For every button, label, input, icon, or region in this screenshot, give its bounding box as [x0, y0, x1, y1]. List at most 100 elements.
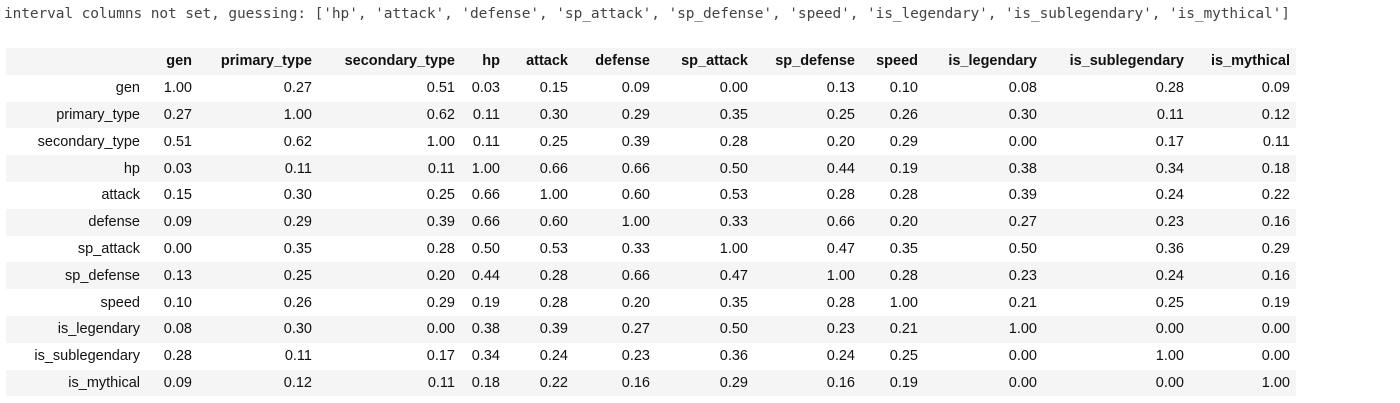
table-cell: 0.00: [1261, 348, 1290, 365]
table-cell: 0.23: [924, 262, 1043, 290]
table-cell: 0.30: [506, 101, 574, 129]
table-cell: 0.11: [1262, 133, 1290, 150]
table-cell: 0.15: [539, 80, 568, 97]
table-cell: 0.29: [889, 133, 918, 150]
table-cell: 1.00: [924, 315, 1043, 343]
table-cell: 0.50: [1008, 240, 1037, 257]
table-cell: 0.00: [1043, 315, 1190, 343]
table-cell: 0.08: [146, 315, 198, 343]
table-cell: 0.09: [146, 369, 198, 397]
table-row: is_sublegendary 0.28 0.11 0.17 0.34 0.24 0.23 0…: [6, 343, 1296, 370]
index-header: [6, 48, 146, 75]
table-row: hp 0.03 0.11 0.11 1.00 0.66 0.66 0.50 0.44 0.19 0.…: [6, 155, 1296, 182]
table-cell: 0.19: [471, 294, 500, 311]
table-cell: 0.66: [506, 155, 574, 182]
table-cell: 0.10: [163, 294, 192, 311]
table-cell: 0.22: [506, 369, 574, 397]
column-header-gen: gen: [146, 48, 198, 75]
table-cell: 0.44: [754, 155, 861, 182]
column-header-primary-type: primary_type: [198, 48, 318, 75]
table-cell: 0.27: [146, 101, 198, 129]
table-cell: 0.00: [1190, 315, 1296, 343]
row-label: attack: [101, 187, 140, 204]
table-cell: 0.53: [719, 187, 748, 204]
table-cell: 0.17: [426, 348, 455, 365]
table-row: sp_defense 0.13 0.25 0.20 0.44 0.28 0.66 0.47 1.…: [6, 262, 1296, 290]
table-cell: 0.11: [1043, 101, 1190, 129]
table-cell: 0.20: [621, 294, 650, 311]
table-row: speed 0.10 0.26 0.29 0.19 0.28 0.20 0.35 0.28 1.0…: [6, 289, 1296, 316]
row-label: gen: [115, 80, 140, 97]
table-cell: 0.66: [574, 262, 656, 290]
table-cell: 0.24: [826, 348, 855, 365]
table-cell: 0.27: [283, 80, 312, 97]
table-cell: 0.13: [826, 80, 855, 97]
table-cell: 0.20: [318, 262, 461, 290]
table-row: secondary_type 0.51 0.62 1.00 0.11 0.25 0.39 0.…: [6, 128, 1296, 155]
column-header-secondary-type: secondary_type: [318, 48, 461, 75]
table-row: is_legendary 0.08 0.30 0.00 0.38 0.39 0.27 0.50…: [6, 315, 1296, 343]
table-cell: 0.60: [621, 187, 650, 204]
table-cell: 0.62: [283, 133, 312, 150]
table-cell: 0.30: [924, 101, 1043, 129]
table-cell: 0.28: [426, 240, 455, 257]
table-cell: 0.29: [574, 101, 656, 129]
table-cell: 0.66: [754, 208, 861, 236]
table-cell: 0.26: [283, 294, 312, 311]
table-cell: 0.16: [1190, 262, 1296, 290]
table-cell: 0.35: [719, 294, 748, 311]
row-label: primary_type: [6, 101, 146, 129]
table-cell: 0.20: [826, 133, 855, 150]
column-header-defense: defense: [574, 48, 656, 75]
table-cell: 0.23: [621, 348, 650, 365]
table-cell: 0.08: [1008, 80, 1037, 97]
table-cell: 1.00: [1190, 369, 1296, 397]
table-cell: 0.39: [506, 315, 574, 343]
table-cell: 0.12: [1190, 101, 1296, 129]
table-cell: 0.30: [198, 315, 318, 343]
table-cell: 0.03: [471, 80, 500, 97]
table-cell: 0.23: [754, 315, 861, 343]
table-body: gen 1.00 0.27 0.51 0.03 0.15 0.09 0.00 0.13 0.10 0…: [6, 75, 1296, 397]
table-cell: 0.50: [471, 240, 500, 257]
table-cell: 0.44: [461, 262, 506, 290]
table-cell: 0.27: [924, 208, 1043, 236]
table-cell: 0.19: [1261, 294, 1290, 311]
row-label: is_mythical: [6, 369, 146, 397]
table-cell: 0.11: [472, 133, 500, 150]
table-cell: 0.11: [284, 348, 312, 365]
table-cell: 0.62: [318, 101, 461, 129]
table-cell: 0.47: [826, 240, 855, 257]
table-cell: 0.24: [1155, 187, 1184, 204]
table-cell: 0.19: [861, 155, 924, 182]
table-cell: 0.47: [656, 262, 754, 290]
table-cell: 0.50: [656, 315, 754, 343]
table-cell: 0.29: [1261, 240, 1290, 257]
table-cell: 0.13: [146, 262, 198, 290]
table-row: is_mythical 0.09 0.12 0.11 0.18 0.22 0.16 0.29 0…: [6, 369, 1296, 397]
table-cell: 0.30: [283, 187, 312, 204]
table-cell: 1.00: [461, 155, 506, 182]
table-cell: 1.00: [889, 294, 918, 311]
table-cell: 0.60: [506, 208, 574, 236]
table-cell: 0.28: [719, 133, 748, 150]
table-cell: 0.00: [719, 80, 748, 97]
table-cell: 0.25: [754, 101, 861, 129]
table-cell: 0.35: [283, 240, 312, 257]
table-cell: 0.09: [146, 208, 198, 236]
table-cell: 0.11: [318, 369, 461, 397]
table-cell: 0.18: [461, 369, 506, 397]
table-cell: 0.34: [471, 348, 500, 365]
header-row: gen primary_type secondary_type hp attac…: [6, 48, 1296, 75]
table-cell: 0.15: [163, 187, 192, 204]
table-cell: 0.09: [1261, 80, 1290, 97]
table-cell: 0.00: [1008, 348, 1037, 365]
table-cell: 0.28: [506, 262, 574, 290]
table-row: defense 0.09 0.29 0.39 0.66 0.60 1.00 0.33 0.66 0…: [6, 208, 1296, 236]
table-cell: 1.00: [1155, 348, 1184, 365]
row-label: hp: [6, 155, 146, 182]
table-row: attack 0.15 0.30 0.25 0.66 1.00 0.60 0.53 0.28 0.…: [6, 182, 1296, 209]
table-cell: 0.39: [621, 133, 650, 150]
table-cell: 0.66: [461, 208, 506, 236]
table-row: primary_type 0.27 1.00 0.62 0.11 0.30 0.29 0.35…: [6, 101, 1296, 129]
